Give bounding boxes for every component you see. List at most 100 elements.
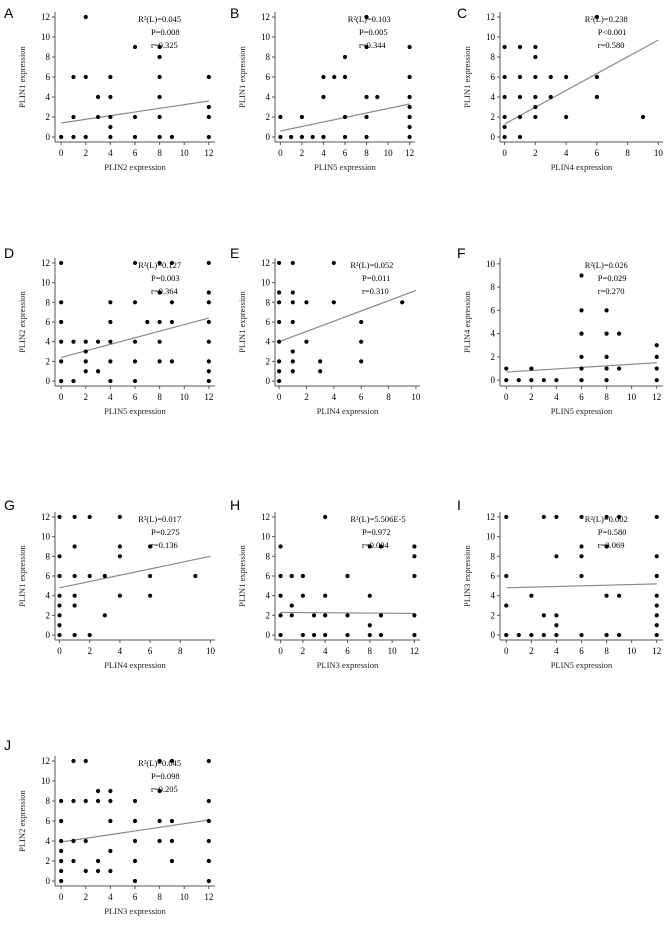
x-tick-label: 0 xyxy=(59,148,64,158)
data-point xyxy=(59,868,64,874)
stat-text: P<0.001 xyxy=(598,27,627,37)
stat-text: R²(L)=0.103 xyxy=(348,14,391,24)
data-point xyxy=(564,114,569,120)
data-point xyxy=(206,339,211,344)
data-point xyxy=(169,300,175,305)
data-point xyxy=(654,632,659,638)
panel-letter: G xyxy=(4,497,15,513)
x-tick-label: 2 xyxy=(84,892,89,902)
x-tick-label: 12 xyxy=(204,892,213,902)
data-point xyxy=(407,134,412,140)
x-axis-label: PLIN5 expression xyxy=(551,406,613,416)
data-point xyxy=(57,554,62,559)
data-point xyxy=(157,339,162,344)
data-point xyxy=(206,798,211,804)
data-point xyxy=(321,74,326,80)
y-tick-label: 6 xyxy=(46,72,51,82)
data-point xyxy=(342,54,348,60)
y-tick-label: 4 xyxy=(46,836,51,846)
x-tick-label: 0 xyxy=(57,646,62,656)
data-point xyxy=(407,114,412,120)
data-point xyxy=(277,300,282,305)
x-tick-label: 4 xyxy=(118,646,123,656)
data-point xyxy=(193,573,198,579)
data-point xyxy=(169,758,175,764)
y-tick-label: 2 xyxy=(491,112,496,122)
stat-text: r=0.069 xyxy=(598,540,625,550)
data-point xyxy=(57,632,62,638)
data-point xyxy=(102,613,107,618)
stat-text: r=0.136 xyxy=(151,540,178,550)
data-point xyxy=(117,514,123,520)
fit-line xyxy=(278,289,417,343)
data-point xyxy=(640,114,646,120)
data-point xyxy=(516,378,521,383)
x-tick-label: 8 xyxy=(178,646,183,656)
panel-c: C 0 2 4 6 8 10 12 0 2 4 6 8 10 PLIN4 expression PLIN1 e… xyxy=(457,5,663,172)
panel-letter: E xyxy=(230,245,239,261)
stat-text: R²(L)=5.506E-5 xyxy=(350,514,405,524)
x-tick-label: 10 xyxy=(206,646,216,656)
x-tick-label: 2 xyxy=(533,148,538,158)
x-tick-label: 4 xyxy=(564,148,569,158)
data-point xyxy=(604,632,609,638)
data-point xyxy=(108,868,113,874)
y-tick-label: 2 xyxy=(266,356,271,366)
fit-line xyxy=(504,39,659,125)
x-tick-label: 6 xyxy=(133,892,138,902)
data-point xyxy=(157,44,162,50)
y-tick-label: 10 xyxy=(486,259,496,269)
data-point xyxy=(83,758,88,764)
data-point xyxy=(323,514,328,520)
data-point xyxy=(117,544,123,549)
data-point xyxy=(147,544,153,549)
data-point xyxy=(375,94,380,100)
data-point xyxy=(654,573,659,579)
data-point xyxy=(108,134,113,140)
x-tick-label: 4 xyxy=(323,646,328,656)
x-tick-label: 8 xyxy=(368,646,373,656)
y-tick-label: 10 xyxy=(261,278,271,288)
y-tick-label: 12 xyxy=(41,756,50,766)
x-tick-label: 8 xyxy=(386,392,391,402)
data-point xyxy=(654,613,659,618)
x-tick-label: 0 xyxy=(502,148,507,158)
data-point xyxy=(364,114,369,120)
y-tick-label: 12 xyxy=(261,258,270,268)
data-point xyxy=(278,573,283,579)
data-point xyxy=(95,369,101,374)
y-tick-label: 0 xyxy=(46,376,51,386)
y-tick-label: 6 xyxy=(491,571,496,581)
y-tick-label: 0 xyxy=(46,132,51,142)
stat-text: P=0.011 xyxy=(362,273,390,283)
x-tick-label: 4 xyxy=(108,148,113,158)
data-point xyxy=(516,632,521,638)
data-point xyxy=(304,300,309,305)
panel-i: I 0 2 4 6 8 10 12 0 2 4 6 8 10 12 PLIN5 expression PLIN3… xyxy=(457,497,663,670)
y-tick-label: 8 xyxy=(46,796,51,806)
data-point xyxy=(504,514,509,520)
data-point xyxy=(132,44,138,50)
x-tick-label: 0 xyxy=(59,392,64,402)
data-point xyxy=(277,378,282,384)
data-point xyxy=(594,74,599,80)
x-tick-label: 6 xyxy=(359,392,364,402)
data-point xyxy=(290,260,295,266)
data-point xyxy=(206,260,211,266)
data-point xyxy=(277,319,282,325)
data-point xyxy=(206,378,211,384)
data-point xyxy=(108,74,113,80)
data-point xyxy=(83,339,88,344)
data-point xyxy=(331,260,336,266)
data-point xyxy=(108,798,113,804)
stat-text: r=0.344 xyxy=(359,40,386,50)
data-point xyxy=(169,818,175,824)
x-tick-label: 2 xyxy=(84,392,89,402)
data-point xyxy=(108,300,113,305)
data-point xyxy=(654,366,659,371)
y-axis-label: PLIN1 expression xyxy=(462,45,472,107)
y-axis-label: PLIN1 expression xyxy=(237,544,247,606)
x-tick-label: 10 xyxy=(384,148,394,158)
data-point xyxy=(332,74,337,80)
x-tick-label: 8 xyxy=(604,646,609,656)
